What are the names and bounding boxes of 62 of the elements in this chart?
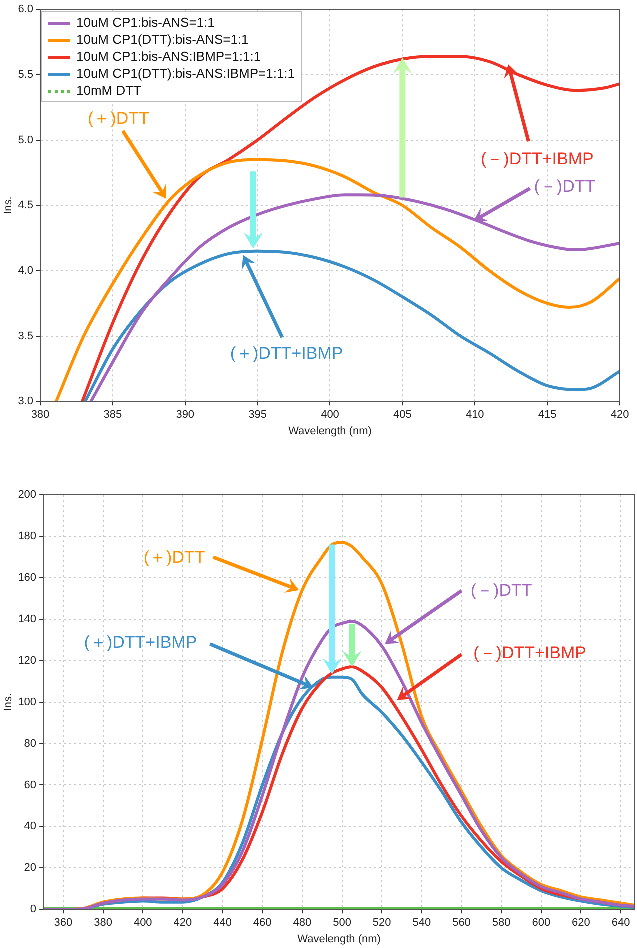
- x-tick-label: 395: [248, 409, 267, 422]
- legend-label: 10uM CP1(DTT):bis-ANS=1:1: [75, 30, 250, 48]
- y-tick-label: 200: [18, 489, 37, 502]
- y-tick-label: 120: [18, 654, 37, 667]
- line-series: [44, 620, 635, 910]
- y-tick-label: 5.5: [18, 68, 34, 81]
- annotation: (＋)DTT: [88, 109, 150, 128]
- y-tick-label: 6.0: [18, 4, 34, 16]
- annotation: (－)DTT+IBMP: [474, 643, 586, 662]
- y-axis-title: Ins.: [2, 693, 15, 712]
- y-tick-label: 40: [24, 820, 37, 833]
- annotation: (－)DTT+IBMP: [480, 150, 594, 169]
- line-series: [90, 194, 620, 402]
- x-axis-title: Wavelength (nm): [288, 425, 372, 438]
- x-tick-label: 460: [253, 917, 272, 930]
- legend-label: 10uM CP1:bis-ANS=1:1: [75, 14, 216, 31]
- y-tick-label: 80: [24, 738, 37, 750]
- x-tick-label: 540: [412, 917, 432, 930]
- y-tick-label: 4.0: [18, 264, 34, 277]
- x-axis-title: Wavelength (nm): [298, 933, 381, 946]
- line-series: [84, 250, 620, 402]
- annotation: (－)DTT: [470, 581, 532, 600]
- annotation: (＋)DTT+IBMP: [230, 344, 344, 364]
- x-tick-label: 400: [134, 917, 152, 930]
- y-tick-label: 4.5: [18, 200, 34, 212]
- x-tick-label: 580: [492, 917, 511, 930]
- x-tick-label: 500: [333, 917, 352, 930]
- x-tick-label: 480: [293, 917, 312, 930]
- x-tick-label: 380: [94, 917, 112, 930]
- legend-label: 10uM CP1:bis-ANS:IBMP=1:1:1: [75, 48, 262, 65]
- annotation: (＋)DTT+IBMP: [84, 633, 198, 652]
- x-tick-label: 620: [572, 917, 590, 930]
- annotation: (＋)DTT: [144, 548, 206, 567]
- x-tick-label: 385: [104, 409, 122, 422]
- legend-label: 10mM DTT: [75, 82, 142, 99]
- x-tick-label: 390: [176, 409, 195, 422]
- x-tick-label: 380: [31, 409, 50, 422]
- y-tick-label: 60: [24, 779, 37, 792]
- x-tick-label: 520: [372, 917, 392, 930]
- x-tick-label: 400: [321, 409, 340, 422]
- y-tick-label: 5.0: [18, 134, 34, 146]
- y-tick-label: 180: [18, 530, 37, 542]
- y-tick-label: 0: [30, 904, 37, 916]
- x-tick-label: 440: [214, 917, 232, 930]
- y-tick-label: 20: [24, 862, 37, 874]
- x-tick-label: 360: [54, 917, 73, 930]
- x-tick-label: 405: [394, 409, 412, 422]
- x-tick-label: 420: [610, 409, 630, 422]
- y-tick-label: 140: [18, 613, 37, 626]
- x-tick-label: 415: [538, 409, 557, 422]
- x-tick-label: 560: [452, 917, 471, 930]
- y-tick-label: 100: [18, 696, 37, 708]
- x-tick-label: 420: [174, 917, 192, 930]
- y-tick-label: 160: [18, 572, 37, 584]
- x-tick-label: 640: [612, 917, 630, 930]
- y-tick-label: 3.0: [18, 396, 34, 408]
- legend-label: 10uM CP1(DTT):bis-ANS:IBMP=1:1:1: [75, 64, 296, 82]
- x-tick-label: 410: [466, 409, 484, 422]
- y-tick-label: 3.5: [18, 330, 34, 342]
- y-axis-title: Ins.: [2, 196, 15, 214]
- annotation: (－)DTT: [534, 176, 596, 196]
- x-tick-label: 600: [532, 917, 551, 930]
